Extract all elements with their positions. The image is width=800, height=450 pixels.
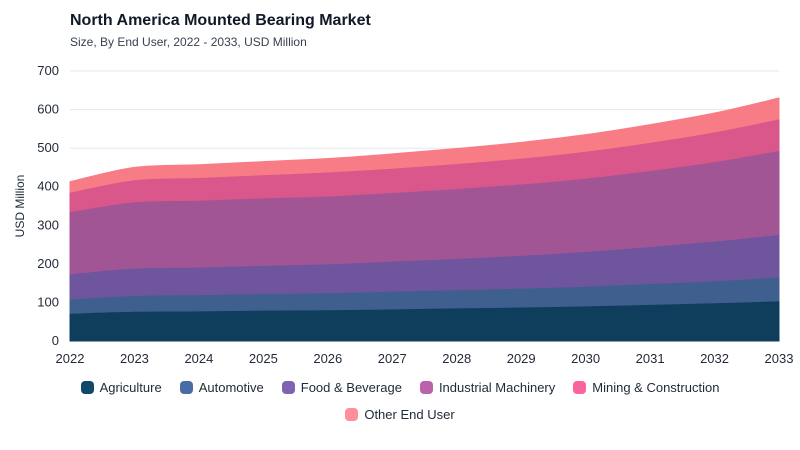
legend-swatch xyxy=(419,381,433,394)
y-tick-label: 400 xyxy=(37,179,59,194)
chart-subtitle: Size, By End User, 2022 - 2033, USD Mill… xyxy=(70,35,307,49)
x-tick-label: 2022 xyxy=(56,351,85,366)
x-tick-label: 2028 xyxy=(442,351,471,366)
area-other-end-user xyxy=(69,97,780,193)
x-tick-label: 2025 xyxy=(249,351,278,366)
y-tick-label: 300 xyxy=(37,217,59,232)
legend-item-automotive[interactable]: Automotive xyxy=(179,380,264,395)
legend-label: Other End User xyxy=(364,407,455,422)
x-tick-label: 2026 xyxy=(313,351,342,366)
legend-label: Automotive xyxy=(198,380,264,395)
legend-swatch xyxy=(281,381,295,394)
y-tick-label: 100 xyxy=(37,294,59,309)
legend-swatch xyxy=(80,381,94,394)
y-tick-label: 0 xyxy=(52,333,59,348)
y-tick-label: 200 xyxy=(37,256,59,271)
x-tick-label: 2030 xyxy=(571,351,600,366)
legend-swatch xyxy=(573,381,587,394)
legend-label: Food & Beverage xyxy=(300,380,402,395)
x-tick-label: 2023 xyxy=(120,351,149,366)
legend-item-agriculture[interactable]: Agriculture xyxy=(80,380,162,395)
y-tick-label: 500 xyxy=(37,140,59,155)
legend-label: Mining & Construction xyxy=(592,380,720,395)
legend-item-industrial-machinery[interactable]: Industrial Machinery xyxy=(419,380,556,395)
x-tick-label: 2032 xyxy=(700,351,729,366)
legend-label: Agriculture xyxy=(99,380,162,395)
y-tick-label: 600 xyxy=(37,102,59,117)
legend: Agriculture Automotive Food & Beverage Indu… xyxy=(0,380,800,422)
legend-item-mining-construction[interactable]: Mining & Construction xyxy=(573,380,719,395)
area-series xyxy=(69,97,780,342)
legend-label: Industrial Machinery xyxy=(438,380,556,395)
y-axis-title: USD Million xyxy=(13,175,27,238)
x-tick-label: 2027 xyxy=(378,351,407,366)
legend-swatch xyxy=(179,381,193,394)
x-tick-label: 2031 xyxy=(636,351,665,366)
legend-swatch xyxy=(345,408,359,421)
x-tick-label: 2024 xyxy=(184,351,213,366)
legend-item-food-beverage[interactable]: Food & Beverage xyxy=(281,380,402,395)
legend-item-other-end-user[interactable]: Other End User xyxy=(345,407,455,422)
chart-title: North America Mounted Bearing Market xyxy=(70,12,371,29)
x-tick-label: 2033 xyxy=(765,351,794,366)
x-tick-label: 2029 xyxy=(507,351,536,366)
x-axis: 2022 2023 2024 2025 2026 2027 2028 2029 2030 2031… xyxy=(56,351,794,366)
y-axis: 0 100 200 300 400 500 600 700 xyxy=(37,63,59,348)
y-tick-label: 700 xyxy=(37,63,59,78)
